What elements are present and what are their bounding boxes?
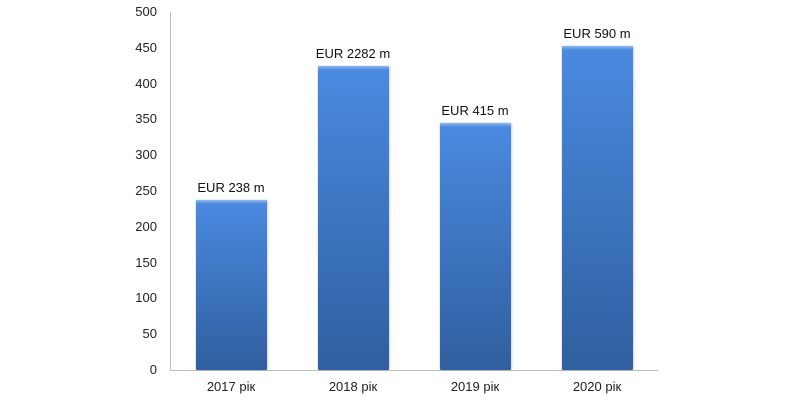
y-tick-label: 0: [149, 362, 157, 377]
x-tick-label: 2018 рік: [328, 379, 378, 394]
y-tick-label: 300: [135, 147, 157, 163]
y-axis-line: [170, 12, 171, 370]
data-label: EUR 590 m: [563, 25, 631, 41]
bar: [561, 45, 633, 370]
x-tick-label: 2017 рік: [206, 379, 256, 394]
y-tick-label: 50: [142, 326, 157, 342]
y-tick-label: 350: [135, 111, 157, 127]
bar: [439, 122, 511, 370]
bar: [195, 199, 267, 370]
y-tick-label: 200: [135, 218, 157, 234]
y-tick-label: 500: [135, 4, 157, 19]
y-tick-label: 450: [135, 39, 157, 55]
bar: [317, 66, 389, 370]
data-label: EUR 2282 m: [315, 46, 391, 62]
y-tick-label: 150: [135, 254, 157, 270]
x-tick-label: 2019 рік: [450, 379, 500, 394]
data-label: EUR 415 m: [441, 102, 509, 118]
y-tick-label: 250: [135, 183, 157, 198]
x-tick-label: 2020 рік: [572, 379, 622, 394]
x-axis-line: [170, 370, 658, 371]
data-label: EUR 238 m: [197, 179, 265, 195]
y-tick-label: 400: [135, 75, 157, 91]
y-tick-label: 100: [135, 290, 157, 306]
